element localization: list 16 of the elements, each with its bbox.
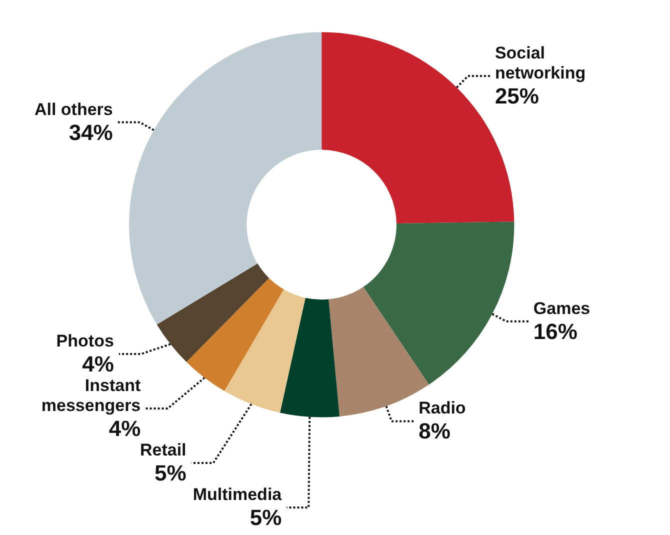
data-label: 16% bbox=[533, 318, 578, 344]
data-label: 5% bbox=[250, 505, 282, 530]
slice-label: Instant messengers bbox=[41, 376, 141, 416]
data-label: 4% bbox=[82, 352, 114, 377]
data-label: 8% bbox=[418, 418, 450, 444]
data-label: 5% bbox=[154, 460, 186, 486]
slice-label: Social networking bbox=[494, 44, 586, 83]
slice-label: All others bbox=[34, 100, 113, 119]
data-label: 4% bbox=[108, 416, 141, 442]
data-label: 25% bbox=[494, 84, 539, 109]
slice-label: Radio bbox=[418, 398, 466, 418]
slice-label: Photos bbox=[56, 332, 114, 351]
slice-label: Games bbox=[533, 298, 590, 318]
slice-label: Retail bbox=[140, 440, 186, 460]
data-label: 34% bbox=[68, 120, 113, 145]
slice-label: Multimedia bbox=[192, 485, 282, 504]
